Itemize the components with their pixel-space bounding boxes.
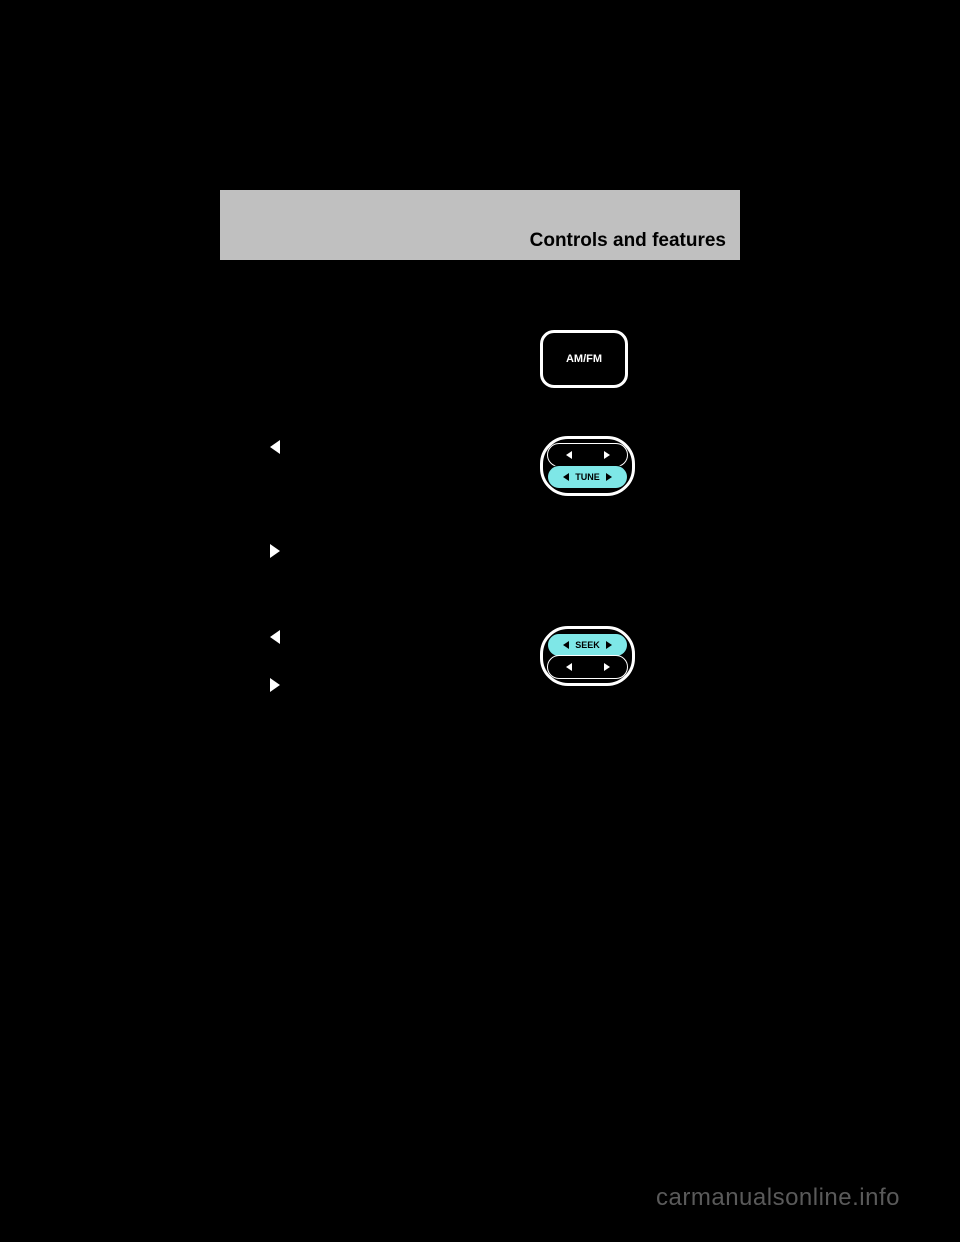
triangle-right-icon: [604, 451, 610, 459]
triangle-left-icon: [566, 663, 572, 671]
seek-right-bullet: [270, 676, 280, 694]
triangle-right-icon: [604, 663, 610, 671]
triangle-left-icon: [563, 473, 569, 481]
tune-button[interactable]: TUNE: [540, 436, 635, 496]
seek-label: SEEK: [575, 640, 600, 650]
tune-button-bottom-half[interactable]: TUNE: [547, 465, 628, 489]
triangle-left-icon: [563, 641, 569, 649]
seek-left-bullet: [270, 628, 280, 646]
triangle-left-icon: [270, 630, 280, 644]
amfm-label: AM/FM: [566, 353, 602, 365]
page-content: Controls and features AM/FM TUNE: [220, 190, 740, 740]
seek-button-top-half[interactable]: SEEK: [547, 633, 628, 657]
tune-label: TUNE: [575, 472, 600, 482]
tune-button-top-half[interactable]: [547, 443, 628, 467]
seek-button[interactable]: SEEK: [540, 626, 635, 686]
amfm-button[interactable]: AM/FM: [540, 330, 628, 388]
triangle-right-icon: [606, 641, 612, 649]
header-bar: Controls and features: [220, 190, 740, 260]
watermark-text: carmanualsonline.info: [656, 1184, 900, 1212]
triangle-left-icon: [566, 451, 572, 459]
triangle-right-icon: [270, 678, 280, 692]
triangle-left-icon: [270, 440, 280, 454]
triangle-right-icon: [606, 473, 612, 481]
section-seek: SEEK: [220, 620, 740, 740]
tune-right-bullet: [270, 542, 280, 560]
section-tune: TUNE: [220, 430, 740, 590]
page-title: Controls and features: [530, 230, 726, 252]
tune-left-bullet: [270, 438, 280, 456]
seek-button-bottom-half[interactable]: [547, 655, 628, 679]
triangle-right-icon: [270, 544, 280, 558]
section-amfm: AM/FM: [220, 290, 740, 400]
